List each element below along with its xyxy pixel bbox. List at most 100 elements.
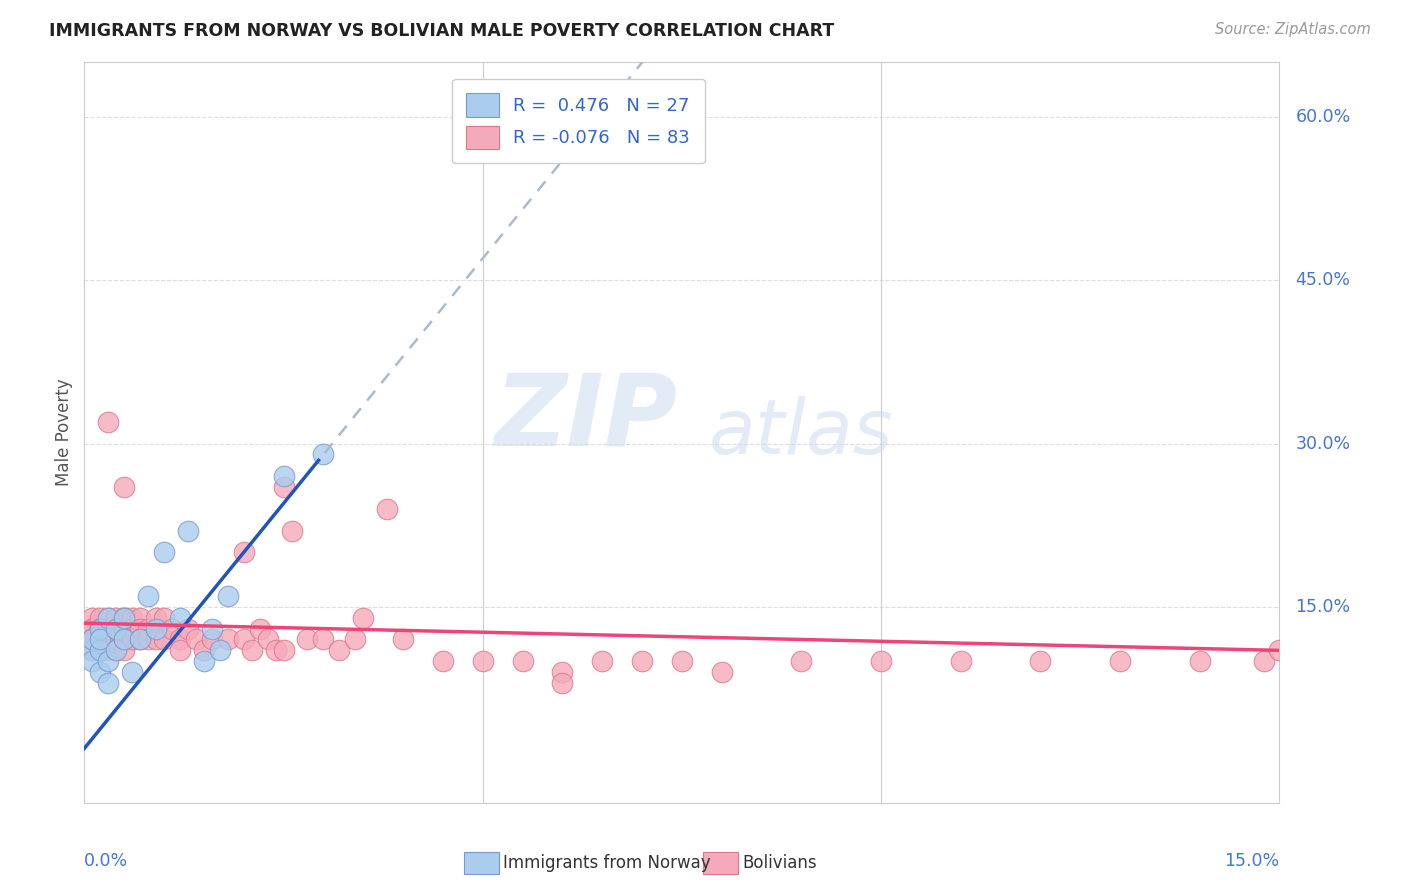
Point [97, 643, 120, 657]
Point [121, 665, 143, 680]
Text: Immigrants from Norway: Immigrants from Norway [503, 855, 711, 872]
Point [512, 654, 534, 668]
Point [105, 622, 128, 636]
Point [97, 632, 120, 647]
Point [89, 622, 111, 636]
Point [201, 632, 224, 647]
Point [591, 654, 613, 668]
Point [273, 480, 295, 494]
Text: 60.0%: 60.0% [1295, 108, 1351, 126]
Point [312, 447, 335, 461]
Point [136, 589, 159, 603]
Point [177, 622, 200, 636]
Point [249, 622, 271, 636]
Point [136, 622, 159, 636]
Point [136, 632, 159, 647]
Point [82, 632, 104, 647]
Point [217, 589, 239, 603]
Point [97, 622, 120, 636]
Point [121, 632, 143, 647]
Point [112, 632, 135, 647]
Point [160, 622, 183, 636]
Point [112, 480, 135, 494]
Point [208, 643, 231, 657]
Point [97, 654, 120, 668]
Point [153, 545, 176, 559]
Point [82, 611, 104, 625]
Point [105, 622, 128, 636]
Point [89, 611, 111, 625]
Point [1029, 654, 1052, 668]
Point [153, 632, 176, 647]
Text: 45.0%: 45.0% [1295, 271, 1350, 289]
Point [232, 632, 254, 647]
Point [97, 676, 120, 690]
Text: Bolivians: Bolivians [742, 855, 817, 872]
Point [193, 654, 215, 668]
Point [1268, 643, 1291, 657]
Point [870, 654, 893, 668]
Point [273, 469, 295, 483]
Point [312, 632, 335, 647]
Point [97, 415, 120, 429]
Point [121, 611, 143, 625]
Point [232, 545, 254, 559]
Point [129, 622, 152, 636]
Text: 30.0%: 30.0% [1295, 434, 1351, 452]
Text: ZIP: ZIP [495, 369, 678, 467]
Point [112, 632, 135, 647]
Point [169, 611, 191, 625]
Point [184, 632, 207, 647]
Text: atlas: atlas [709, 396, 894, 469]
Point [82, 622, 104, 636]
Point [280, 524, 302, 538]
Point [352, 611, 374, 625]
Point [112, 643, 135, 657]
Point [89, 643, 111, 657]
Point [328, 643, 350, 657]
Point [89, 643, 111, 657]
Point [145, 611, 167, 625]
Point [129, 611, 152, 625]
Point [97, 611, 120, 625]
Point [1109, 654, 1132, 668]
Point [949, 654, 972, 668]
Point [297, 632, 319, 647]
Point [240, 643, 263, 657]
Y-axis label: Male Poverty: Male Poverty [55, 379, 73, 486]
Point [169, 632, 191, 647]
Text: Source: ZipAtlas.com: Source: ZipAtlas.com [1215, 22, 1371, 37]
Point [89, 622, 111, 636]
Point [82, 643, 104, 657]
Legend: R =  0.476   N = 27, R = -0.076   N = 83: R = 0.476 N = 27, R = -0.076 N = 83 [451, 78, 704, 163]
Point [97, 622, 120, 636]
Text: IMMIGRANTS FROM NORWAY VS BOLIVIAN MALE POVERTY CORRELATION CHART: IMMIGRANTS FROM NORWAY VS BOLIVIAN MALE … [49, 22, 834, 40]
Point [105, 643, 128, 657]
Point [344, 632, 367, 647]
Point [89, 643, 111, 657]
Point [129, 632, 152, 647]
Point [129, 632, 152, 647]
Point [112, 611, 135, 625]
Point [82, 632, 104, 647]
Point [82, 643, 104, 657]
Point [790, 654, 813, 668]
Point [112, 611, 135, 625]
Text: 15.0%: 15.0% [1225, 852, 1279, 870]
Point [193, 643, 215, 657]
Point [82, 632, 104, 647]
Point [432, 654, 454, 668]
Point [1253, 654, 1275, 668]
Point [82, 632, 104, 647]
Point [264, 643, 287, 657]
Point [145, 622, 167, 636]
Point [82, 654, 104, 668]
Point [217, 632, 239, 647]
Point [105, 643, 128, 657]
Point [1188, 654, 1211, 668]
Point [471, 654, 494, 668]
Point [105, 632, 128, 647]
Point [112, 622, 135, 636]
Point [177, 524, 200, 538]
Point [97, 611, 120, 625]
